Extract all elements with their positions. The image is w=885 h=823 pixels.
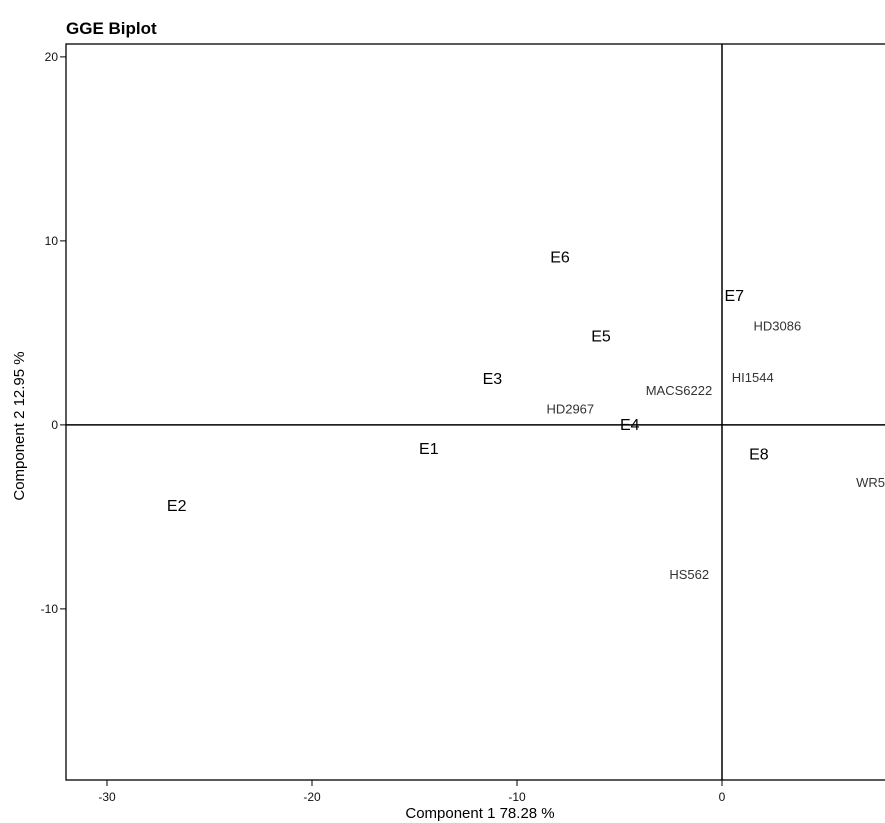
y-axis-label: Component 2 12.95 % [11, 351, 28, 500]
y-tick-label: -10 [41, 602, 59, 616]
environment-point-label: E5 [591, 329, 611, 346]
x-tick-label: 0 [719, 790, 726, 804]
y-tick-label: 20 [45, 50, 59, 64]
x-tick-label: -20 [303, 790, 321, 804]
plot-frame [65, 43, 885, 781]
environment-point-label: E8 [749, 446, 769, 463]
genotype-point-label: HS562 [669, 567, 709, 582]
genotype-point-label: HD2967 [546, 401, 594, 416]
environment-point-label: E4 [620, 417, 640, 434]
y-tick-label: 0 [51, 418, 58, 432]
y-tick-label: 10 [45, 234, 59, 248]
chart-title: GGE Biplot [66, 19, 157, 38]
environment-point-label: E3 [483, 371, 503, 388]
plot-area: -30 -20 -10 0 -10 0 10 20 E1 E2 E3 E4 E5 E6 E7 E8 HD3086… [41, 43, 885, 804]
genotype-point-label: WR544 [856, 475, 885, 490]
x-axis-label: Component 1 78.28 % [405, 805, 554, 822]
genotype-point-label: MACS6222 [646, 383, 712, 398]
environment-point-label: E1 [419, 441, 439, 458]
environment-point-label: E7 [725, 288, 745, 305]
x-tick-label: -30 [98, 790, 116, 804]
genotype-point-label: HD3086 [753, 319, 801, 334]
environment-point-label: E6 [550, 249, 570, 266]
environment-point-label: E2 [167, 498, 187, 515]
x-tick-label: -10 [508, 790, 526, 804]
genotype-point-label: HI1544 [732, 370, 774, 385]
